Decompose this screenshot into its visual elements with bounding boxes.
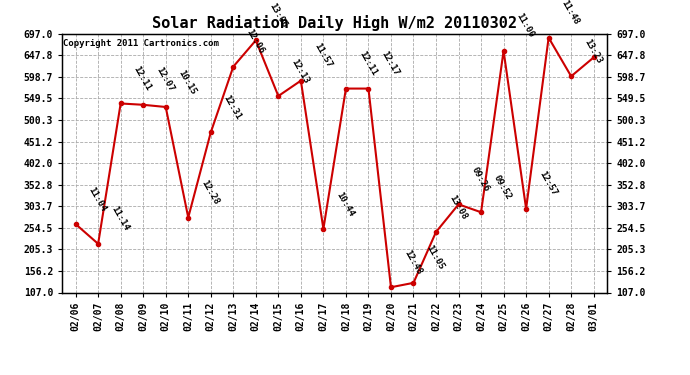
Text: 11:14: 11:14 — [109, 205, 130, 233]
Text: 10:15: 10:15 — [177, 68, 198, 96]
Text: 13:23: 13:23 — [582, 38, 604, 65]
Text: 11:05: 11:05 — [424, 244, 446, 272]
Text: 11:57: 11:57 — [312, 42, 333, 70]
Text: 09:26: 09:26 — [470, 165, 491, 193]
Text: 11:48: 11:48 — [560, 0, 581, 27]
Text: 12:31: 12:31 — [222, 93, 243, 122]
Text: 12:48: 12:48 — [402, 248, 423, 276]
Text: 11:00: 11:00 — [515, 12, 536, 40]
Text: 12:28: 12:28 — [199, 178, 221, 206]
Title: Solar Radiation Daily High W/m2 20110302: Solar Radiation Daily High W/m2 20110302 — [152, 15, 517, 31]
Text: 12:57: 12:57 — [538, 170, 558, 198]
Text: 12:17: 12:17 — [380, 50, 401, 78]
Text: 12:07: 12:07 — [155, 66, 175, 94]
Text: 13:06: 13:06 — [267, 2, 288, 29]
Text: 10:44: 10:44 — [335, 190, 356, 218]
Text: 09:52: 09:52 — [492, 173, 513, 201]
Text: 12:11: 12:11 — [357, 50, 378, 78]
Text: 11:04: 11:04 — [87, 185, 108, 213]
Text: 12:11: 12:11 — [132, 64, 153, 92]
Text: Copyright 2011 Cartronics.com: Copyright 2011 Cartronics.com — [63, 39, 219, 48]
Text: 12:06: 12:06 — [244, 28, 266, 56]
Text: 12:13: 12:13 — [289, 57, 311, 85]
Text: 13:08: 13:08 — [447, 193, 469, 221]
